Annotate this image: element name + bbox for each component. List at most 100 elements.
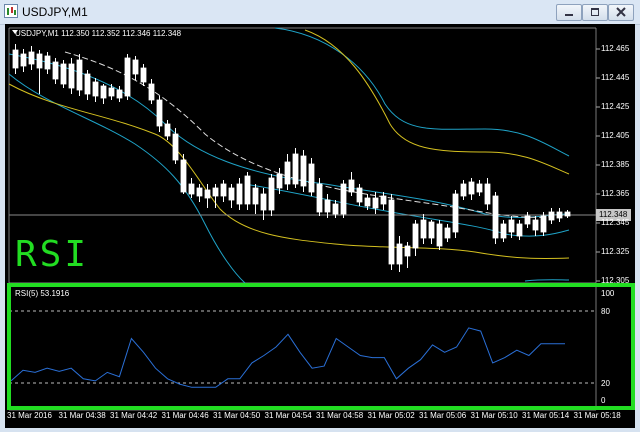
price-tick-label: 112.425 <box>601 102 630 111</box>
minimize-button[interactable] <box>556 4 582 21</box>
candle-body <box>20 53 27 67</box>
candle-body <box>28 51 35 65</box>
candle-body <box>172 133 179 161</box>
bollinger-inner-lower <box>8 83 570 259</box>
candle-body <box>196 187 203 197</box>
maximize-button[interactable] <box>582 4 608 21</box>
rsi-tick-label: 100 <box>601 289 615 298</box>
candle-body <box>508 219 515 233</box>
symbol-info: USDJPY,M1 112.350 112.352 112.346 112.34… <box>15 29 182 38</box>
candle-body <box>292 153 299 185</box>
bollinger-inner-upper <box>304 29 570 175</box>
candle-body <box>92 81 99 97</box>
candle-body <box>124 57 131 97</box>
candle-body <box>340 183 347 215</box>
price-tick-label: 112.305 <box>601 276 630 285</box>
time-tick-label: 31 Mar 05:18 <box>573 411 621 420</box>
candle-body <box>140 67 147 83</box>
window-title: USDJPY,M1 <box>22 5 88 19</box>
candle-body <box>468 181 475 195</box>
candle-body <box>180 159 187 193</box>
candle-body <box>44 55 51 70</box>
candle-body <box>60 63 67 85</box>
candle-body <box>484 183 491 205</box>
current-price-box <box>596 209 631 221</box>
maximize-icon <box>591 8 599 16</box>
rsi-tick-label: 20 <box>601 379 610 388</box>
rsi-tick-label: 0 <box>601 396 606 405</box>
chart-area[interactable]: USDJPY,M1 112.350 112.352 112.346 112.34… <box>5 24 635 428</box>
candle-body <box>388 199 395 265</box>
candle-body <box>556 211 563 219</box>
time-tick-label: 31 Mar 05:06 <box>419 411 467 420</box>
candle-body <box>516 223 523 237</box>
candle-body <box>100 85 107 99</box>
price-tick-label: 112.385 <box>601 160 630 169</box>
candle-body <box>212 187 219 197</box>
candle-body <box>12 49 19 69</box>
price-tick-label: 112.345 <box>601 218 630 227</box>
close-button[interactable] <box>608 4 634 21</box>
candle-body <box>324 199 331 213</box>
candle-body <box>228 187 235 201</box>
candle-body <box>260 193 267 211</box>
candle-body <box>316 183 323 213</box>
candle-body <box>444 227 451 239</box>
candle-body <box>276 173 283 189</box>
candle-body <box>156 99 163 127</box>
price-tick-label: 112.365 <box>601 189 630 198</box>
candle-body <box>252 187 259 205</box>
candle-body <box>372 197 379 209</box>
chart-mode-arrow-icon[interactable] <box>12 30 18 34</box>
candle-body <box>452 193 459 233</box>
candle-body <box>460 183 467 197</box>
candle-body <box>268 177 275 211</box>
candle-body <box>548 211 555 221</box>
candle-body <box>476 183 483 193</box>
price-chart-svg <box>7 27 635 411</box>
candle-body <box>204 189 211 199</box>
chart-window-icon <box>4 4 18 18</box>
candle-body <box>68 63 75 89</box>
price-tick-label: 112.325 <box>601 247 630 256</box>
candle-body <box>540 215 547 233</box>
candle-body <box>164 123 171 137</box>
time-tick-label: 31 Mar 05:02 <box>367 411 415 420</box>
bollinger-outer-lower-right <box>524 279 570 282</box>
candle-body <box>52 61 59 80</box>
candle-body <box>84 73 91 95</box>
time-tick-label: 31 Mar 04:42 <box>110 411 158 420</box>
rsi-label: RSI(5) 53.1916 <box>15 289 70 298</box>
candle-body <box>356 187 363 203</box>
time-tick-label: 31 Mar 05:10 <box>470 411 518 420</box>
candle-body <box>148 83 155 101</box>
candle-body <box>404 245 411 257</box>
candle-body <box>524 215 531 225</box>
candle-body <box>436 223 443 247</box>
candle-body <box>332 203 339 215</box>
close-icon <box>616 7 626 17</box>
candle-body <box>116 89 123 99</box>
candle-body <box>36 53 43 69</box>
candle-body <box>364 197 371 207</box>
moving-average-line <box>64 51 570 218</box>
rsi-tick-label: 80 <box>601 307 610 316</box>
time-tick-label: 31 Mar 04:50 <box>213 411 261 420</box>
highlight-box <box>7 283 635 410</box>
candle-body <box>108 87 115 97</box>
minimize-icon <box>565 14 573 16</box>
price-tick-label: 112.465 <box>601 44 630 53</box>
candle-body <box>492 195 499 239</box>
time-tick-label: 31 Mar 04:46 <box>161 411 209 420</box>
candle-body <box>532 219 539 231</box>
current-price-label: 112.348 <box>599 210 628 219</box>
time-tick-label: 31 Mar 04:38 <box>58 411 106 420</box>
price-axis <box>596 48 600 282</box>
candle-body <box>244 175 251 205</box>
candles <box>12 44 571 272</box>
bollinger-outer-lower <box>8 73 246 284</box>
time-tick-label: 31 Mar 04:58 <box>316 411 364 420</box>
candle-body <box>188 183 195 195</box>
bollinger-outer-upper <box>274 27 570 157</box>
